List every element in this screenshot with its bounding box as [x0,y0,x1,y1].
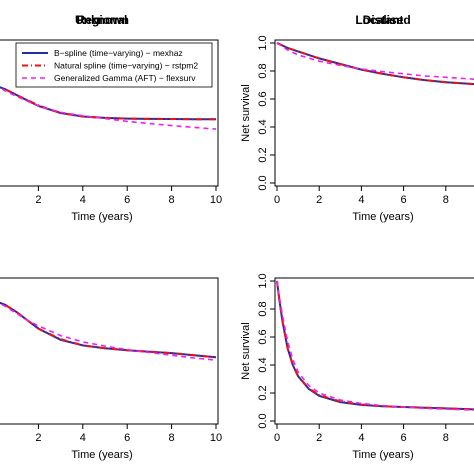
y-tick-label: 0.4 [257,357,269,372]
x-tick-label: 8 [443,194,449,206]
x-tick-label: 6 [401,432,407,444]
x-tick-label: 6 [401,194,407,206]
x-axis-label-localised: Time (years) [352,211,413,223]
x-tick-label: 6 [124,194,130,206]
plot-frame-regional [0,277,219,425]
y-tick-label: 0.0 [257,413,269,428]
plot-frame-unknown [0,39,219,187]
x-tick-label: 6 [124,432,130,444]
x-tick-label: 2 [316,432,322,444]
y-tick-label: 0.2 [257,147,269,162]
series-bspline-distant [276,280,474,411]
x-tick-label: 8 [169,194,175,206]
y-tick-label: 0.6 [257,91,269,106]
panel-title-distant: Distant [363,13,404,27]
y-tick-label: 0.0 [257,175,269,190]
x-tick-label: 10 [210,432,222,444]
series-gamma-localised [276,42,474,80]
series-gamma-unknown [0,87,217,130]
x-tick-label: 0 [274,194,280,206]
y-tick-label: 0.4 [257,119,269,134]
panel-title-regional: Regional [77,13,128,27]
series-natural-localised [276,42,474,86]
y-tick-label: 0.8 [257,301,269,316]
panel-regional: Regional 2 4 6 8 10 Time (years) [0,13,222,461]
panel-localised: Localised 0 2 4 6 8 Time (years) 0.0 0.2 0.4 0.6 0.… [240,13,474,223]
x-axis-label-unknown: Time (years) [71,211,132,223]
plot-frame-distant [274,277,474,425]
x-tick-label: 8 [169,432,175,444]
y-tick-label: 0.8 [257,63,269,78]
legend-box [15,42,213,88]
y-axis-label-localised: Net survival [240,84,252,141]
x-axis-label-distant: Time (years) [352,449,413,461]
panel-distant: Distant 0 2 4 6 8 Time (years) 0.0 0.2 0.4 0.6 0.8 1… [240,13,474,461]
legend-label-bspline: B−spline (time−varying) − mexhaz [54,48,183,58]
series-natural-regional [0,301,217,359]
y-tick-label: 1.0 [257,35,269,50]
panel-title-localised: Localised [355,13,410,27]
x-tick-label: 4 [80,194,86,206]
series-natural-distant [276,280,474,411]
x-tick-label: 2 [35,432,41,444]
legend-label-natural: Natural spline (time−varying) − rstpm2 [54,61,198,71]
series-gamma-distant [276,280,474,411]
x-tick-label: 0 [274,432,280,444]
legend-label-gamma: Generalized Gamma (AFT) − flexsurv [54,73,196,83]
x-tick-label: 2 [316,194,322,206]
series-bspline-localised [276,42,474,86]
x-tick-label: 2 [35,194,41,206]
y-axis-label-distant: Net survival [240,322,252,379]
x-tick-label: 4 [358,432,364,444]
series-gamma-regional [0,302,217,361]
panel-title-unknown: Unknown [75,13,129,27]
plot-frame-localised [274,39,474,187]
panel-unknown: Unknown 2 4 6 8 10 Time (years) B−spline (time−… [0,13,222,223]
x-tick-label: 4 [358,194,364,206]
series-bspline-regional [0,301,217,359]
legend: B−spline (time−varying) − mexhaz Natural … [15,42,213,88]
y-tick-label: 0.6 [257,329,269,344]
y-tick-label: 0.2 [257,385,269,400]
x-tick-label: 4 [80,432,86,444]
x-tick-label: 8 [443,432,449,444]
x-axis-label-regional: Time (years) [71,449,132,461]
y-tick-label: 1.0 [257,273,269,288]
x-tick-label: 10 [210,194,222,206]
series-natural-unknown [0,86,217,121]
